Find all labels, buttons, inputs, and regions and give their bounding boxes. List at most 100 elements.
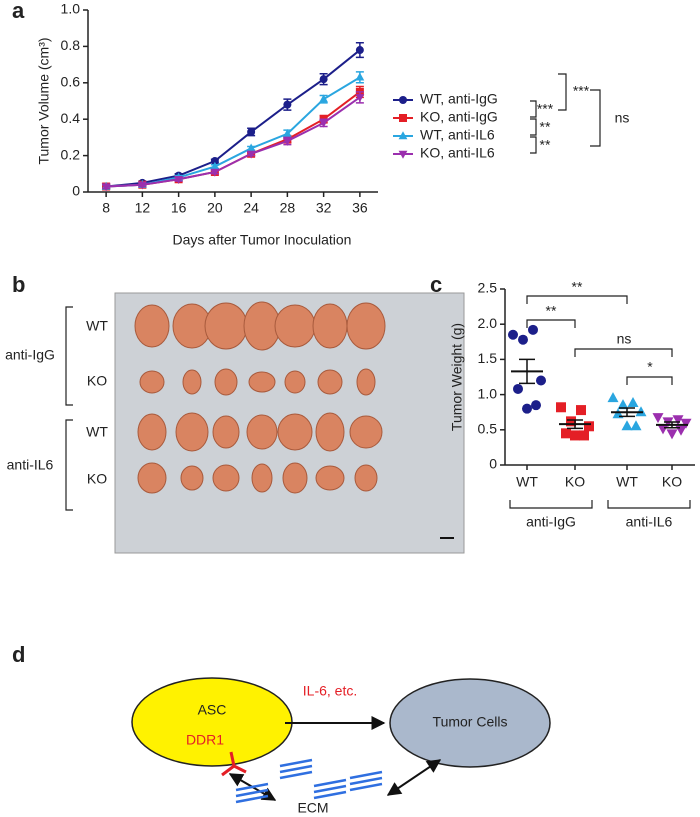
significance-label: ns (615, 110, 630, 126)
significance-label: *** (573, 83, 590, 99)
error-bar (519, 358, 535, 385)
tumor (354, 464, 378, 492)
tumor (315, 465, 345, 491)
tumor-photo (134, 301, 386, 494)
tumor (282, 462, 308, 494)
node-label: ASC (198, 702, 227, 718)
tumor (346, 302, 386, 350)
line (106, 96, 361, 188)
data-point (584, 421, 594, 432)
x-tick-label: 8 (102, 200, 110, 216)
row-label: KO (87, 471, 107, 487)
marker (174, 176, 184, 185)
tumor-cells (389, 678, 551, 768)
significance-brackets (530, 73, 601, 154)
data-point (566, 416, 576, 427)
y-tick-label: 0.2 (61, 146, 81, 162)
marker (246, 143, 256, 152)
significance-label: ** (540, 119, 551, 135)
marker (355, 94, 365, 103)
y-tick-label: 2.5 (478, 280, 498, 296)
tumor (274, 304, 316, 348)
significance-brackets (509, 295, 691, 509)
x-tick-label: 28 (280, 200, 296, 216)
marker (355, 72, 365, 81)
group-label: anti-IL6 (7, 457, 54, 473)
marker (319, 75, 328, 84)
marker (246, 150, 256, 159)
legend-marker (398, 131, 408, 140)
node-label: ECM (297, 800, 328, 816)
significance-label: ** (540, 137, 551, 153)
data-point (508, 329, 518, 340)
x-tick-label: 32 (316, 200, 332, 216)
data-point (579, 430, 589, 441)
data-point (621, 420, 633, 431)
marker (210, 157, 219, 166)
x-tick-label: 16 (171, 200, 187, 216)
ecm-fibers (235, 758, 383, 804)
line (106, 49, 361, 188)
data-point (652, 413, 664, 424)
row-label: WT (86, 318, 108, 334)
tumor (317, 369, 343, 395)
error-bar (664, 421, 680, 429)
x-tick-label: 12 (135, 200, 151, 216)
marker (319, 119, 329, 128)
y-tick-label: 0.6 (61, 74, 81, 90)
row-label: WT (86, 424, 108, 440)
y-tick-label: 0.4 (61, 110, 81, 126)
significance-label: ns (617, 331, 632, 347)
data-point (528, 324, 538, 335)
significance-label: *** (537, 101, 554, 117)
legend-label: WT, anti-IgG (420, 91, 498, 107)
data-point (630, 420, 642, 431)
significance-label: * (647, 359, 653, 375)
data-point (666, 429, 678, 440)
group-label: anti-IgG (5, 347, 55, 363)
tumor (312, 303, 348, 349)
x-tick-label: KO (662, 474, 682, 490)
panel-label: d (12, 642, 25, 667)
x-tick-label: WT (616, 474, 638, 490)
tumor (349, 415, 383, 449)
error-bar (619, 407, 635, 418)
panel-label: a (12, 0, 25, 23)
tumor (248, 371, 276, 393)
data-point (576, 405, 586, 416)
x-tick-label: WT (516, 474, 538, 490)
y-tick-label: 2.0 (478, 315, 498, 331)
tumor (137, 462, 167, 494)
data-point (617, 399, 629, 410)
data-point (513, 383, 523, 394)
marker (137, 181, 147, 190)
arrow (386, 759, 442, 796)
x-axis-label: Days after Tumor Inoculation (173, 232, 352, 248)
marker (319, 94, 329, 103)
x-tick-label: KO (565, 474, 585, 490)
data-point (522, 403, 532, 414)
line (106, 91, 361, 188)
data-point (518, 334, 528, 345)
legend-marker (399, 96, 407, 104)
data-point (657, 424, 669, 435)
y-tick-label: 1.0 (478, 385, 498, 401)
legend-marker (399, 114, 407, 122)
node-label: Tumor Cells (433, 714, 508, 730)
tumor (134, 304, 170, 348)
tumor (180, 465, 204, 491)
marker (210, 161, 220, 170)
x-tick-label: 36 (352, 200, 368, 216)
tumor (251, 463, 273, 493)
data-point (680, 418, 692, 429)
legend-marker (398, 150, 408, 159)
data-point (561, 428, 571, 439)
marker (283, 100, 292, 109)
receptor-label: DDR1 (186, 732, 224, 748)
data-point (672, 415, 684, 426)
group-label: anti-IgG (526, 514, 576, 530)
x-tick-label: 24 (243, 200, 259, 216)
tumor (182, 369, 202, 395)
panel-label: b (12, 272, 25, 297)
